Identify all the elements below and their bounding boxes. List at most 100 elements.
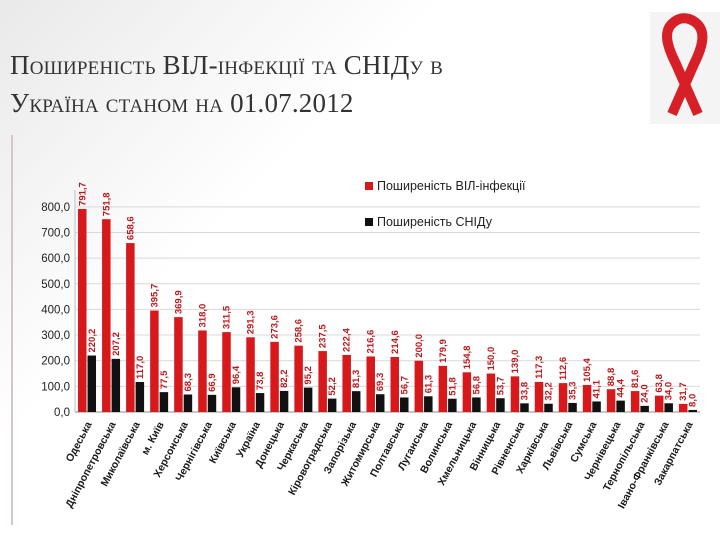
y-tick-label: 400,0 (41, 304, 70, 316)
data-label-aids: 69,3 (375, 373, 386, 392)
data-label-aids: 41,1 (592, 379, 603, 398)
bar-hiv (630, 391, 640, 412)
bar-hiv (294, 345, 303, 412)
bar-aids (640, 405, 649, 412)
slide-title: Поширеність ВІЛ-інфекції та СНІДу в Укра… (10, 46, 620, 122)
data-label-hiv: 63,8 (654, 374, 665, 393)
legend-swatch-aids (365, 218, 373, 226)
data-label-hiv: 117,3 (534, 356, 545, 379)
data-label-hiv: 88,8 (606, 368, 617, 387)
data-label-aids: 66,9 (207, 373, 218, 392)
data-label-hiv: 200,0 (414, 334, 425, 358)
data-label-aids: 73,8 (255, 372, 266, 391)
data-label-hiv: 258,6 (294, 319, 305, 343)
y-tick-label: 500,0 (41, 279, 70, 291)
bar-hiv (414, 360, 424, 412)
data-label-hiv: 273,6 (270, 315, 281, 339)
data-label-aids: 56,7 (399, 376, 410, 395)
data-label-hiv: 105,4 (582, 357, 593, 381)
bar-aids (231, 387, 241, 412)
bar-hiv (462, 372, 472, 412)
bar-hiv (678, 403, 688, 412)
y-tick-label: 200,0 (41, 356, 70, 368)
bar-aids (327, 398, 337, 412)
bar-hiv (318, 351, 327, 412)
bar-aids (568, 402, 577, 412)
bar-hiv (558, 383, 568, 412)
y-tick-label: 600,0 (41, 253, 70, 265)
bar-aids (448, 398, 457, 412)
data-label-aids: 8,0 (688, 394, 699, 407)
bar-aids (279, 390, 289, 412)
data-label-aids: 96,4 (231, 365, 242, 384)
bar-aids (664, 403, 673, 412)
bar-aids (496, 398, 505, 412)
bar-hiv (582, 384, 592, 412)
bar-aids (592, 401, 601, 412)
bar-aids (351, 391, 361, 412)
bar-aids (424, 396, 433, 412)
bar-hiv (126, 243, 135, 412)
legend-label-hiv: Поширеність ВІЛ-інфекції (377, 179, 526, 193)
data-label-aids: 61,3 (423, 375, 434, 394)
bar-aids (616, 400, 625, 412)
y-tick-label: 0,0 (54, 407, 70, 419)
bar-aids (688, 409, 697, 412)
data-label-hiv: 154,8 (462, 346, 473, 370)
bar-aids (159, 392, 169, 412)
data-label-hiv: 291,3 (246, 311, 257, 335)
bar-hiv (438, 365, 448, 412)
data-label-aids: 68,3 (183, 373, 194, 392)
data-label-aids: 32,2 (544, 382, 555, 401)
data-label-aids: 24,0 (640, 384, 651, 403)
slide-title-line2: Україна станом на 01.07.2012 (10, 88, 354, 118)
slide-side-rule (11, 135, 13, 525)
bar-aids (183, 394, 193, 412)
data-label-hiv: 31,7 (678, 382, 689, 401)
data-label-hiv: 216,6 (366, 330, 377, 354)
data-label-aids: 82,2 (279, 369, 290, 388)
data-label-aids: 207,2 (111, 332, 122, 356)
bar-aids (87, 355, 97, 412)
data-label-aids: 33,8 (519, 382, 530, 401)
bar-hiv (270, 341, 279, 412)
bar-hiv (486, 373, 496, 412)
data-label-aids: 81,3 (351, 370, 362, 389)
bar-aids (135, 381, 145, 412)
bar-aids (544, 403, 553, 412)
data-label-aids: 220,2 (87, 329, 98, 353)
bar-hiv (150, 310, 159, 412)
awareness-ribbon-icon (650, 12, 720, 124)
legend-swatch-hiv (365, 182, 373, 190)
bar-hiv (342, 354, 351, 412)
data-label-aids: 34,0 (664, 382, 675, 401)
bar-aids (303, 387, 313, 412)
bar-aids (472, 397, 481, 412)
data-label-hiv: 81,6 (630, 370, 641, 389)
bar-hiv (534, 381, 544, 412)
bar-hiv (246, 337, 255, 412)
data-label-hiv: 369,9 (173, 290, 184, 314)
data-label-hiv: 658,6 (125, 216, 136, 240)
bar-aids (207, 394, 217, 412)
data-label-aids: 35,3 (568, 381, 579, 400)
data-label-aids: 95,2 (303, 366, 314, 385)
data-label-aids: 117,0 (135, 356, 146, 379)
bar-hiv (78, 208, 87, 412)
bar-hiv (606, 389, 616, 412)
data-label-hiv: 311,5 (222, 305, 233, 329)
y-tick-label: 700,0 (41, 227, 70, 239)
data-label-hiv: 318,0 (197, 304, 208, 328)
bar-hiv (102, 219, 111, 412)
data-label-aids: 52,2 (327, 377, 338, 396)
data-label-hiv: 214,6 (390, 330, 401, 354)
data-label-hiv: 139,0 (510, 350, 521, 374)
data-label-hiv: 222,4 (342, 327, 353, 351)
data-label-aids: 56,8 (471, 376, 482, 395)
data-label-aids: 44,4 (616, 378, 627, 397)
bar-aids (255, 393, 265, 412)
data-label-aids: 77,5 (159, 370, 170, 389)
data-label-hiv: 395,7 (149, 284, 160, 308)
bar-hiv (366, 356, 375, 412)
